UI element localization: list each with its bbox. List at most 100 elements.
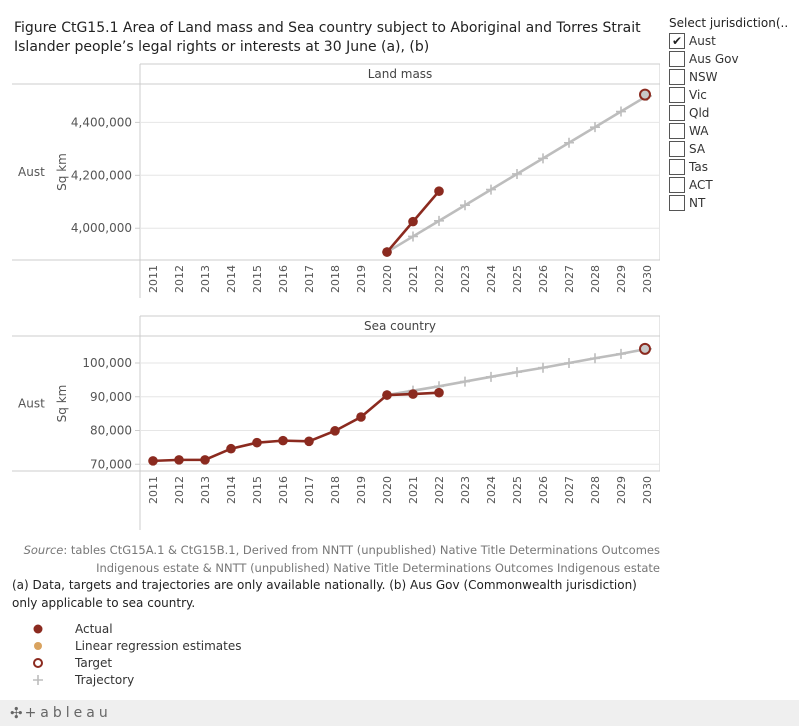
x-tick-label: 2014 — [225, 476, 238, 504]
filter-option-label: Aus Gov — [689, 52, 739, 66]
legend-label: Linear regression estimates — [75, 638, 242, 653]
x-tick-label: 2016 — [277, 265, 290, 293]
x-tick-label: 2027 — [563, 265, 576, 293]
x-tick-label: 2028 — [589, 476, 602, 504]
chart-panel-0: Land mass Aust Sq km 4,000,000 4,200,000 4,40… — [12, 63, 660, 298]
filter-option-label: Qld — [689, 106, 710, 120]
regression-marker-icon — [30, 638, 46, 654]
trajectory-point — [512, 367, 522, 378]
y-tick-label: 4,200,000 — [71, 168, 132, 182]
actual-point — [330, 426, 340, 436]
tableau-logo[interactable]: ✣ +ableau — [10, 704, 112, 722]
x-tick-label: 2030 — [641, 265, 654, 293]
chart-title: Figure CtG15.1 Area of Land mass and Sea… — [14, 20, 641, 55]
source-text: : tables CtG15A.1 & CtG15B.1, Derived fr… — [63, 543, 660, 575]
y-tick-label: 70,000 — [90, 457, 132, 471]
filter-title: Select jurisdiction(.. — [669, 16, 789, 30]
x-tick-label: 2029 — [615, 476, 628, 504]
trajectory-point — [486, 371, 496, 382]
legend: Actual Linear regression estimates Target T… — [30, 620, 242, 688]
x-tick-label: 2025 — [511, 476, 524, 504]
filter-option-act[interactable]: ACT — [669, 176, 799, 194]
target-point — [639, 342, 651, 355]
checkbox-icon[interactable] — [669, 159, 685, 175]
x-tick-label: 2013 — [199, 265, 212, 293]
x-tick-label: 2022 — [433, 476, 446, 504]
y-axis-title: Sq km — [55, 153, 69, 191]
filter-option-sa[interactable]: SA — [669, 140, 799, 158]
trajectory-point — [512, 168, 522, 179]
x-tick-label: 2023 — [459, 476, 472, 504]
x-tick-label: 2021 — [407, 265, 420, 293]
y-tick-label: 4,000,000 — [71, 221, 132, 235]
footnote: (a) Data, targets and trajectories are o… — [12, 578, 637, 610]
filter-option-label: ACT — [689, 178, 713, 192]
chart-panel-1: Sea country Aust Sq km 70,000 80,000 90,000 10… — [12, 315, 660, 530]
filter-option-aus-gov[interactable]: Aus Gov — [669, 50, 799, 68]
filter-option-nt[interactable]: NT — [669, 194, 799, 212]
row-label: Aust — [18, 165, 45, 179]
x-tick-label: 2015 — [251, 265, 264, 293]
checkbox-icon[interactable] — [669, 195, 685, 211]
filter-option-label: NSW — [689, 70, 718, 84]
checkbox-icon[interactable] — [669, 69, 685, 85]
filter-option-nsw[interactable]: NSW — [669, 68, 799, 86]
x-tick-label: 2020 — [381, 476, 394, 504]
legend-item-regression: Linear regression estimates — [30, 637, 242, 654]
filter-option-label: SA — [689, 142, 706, 156]
filter-option-label: NT — [689, 196, 706, 210]
actual-point — [200, 455, 210, 465]
tableau-logo-text: +ableau — [24, 705, 112, 721]
checkbox-checked-icon[interactable]: ✔ — [669, 33, 685, 49]
y-tick-label: 80,000 — [90, 424, 132, 438]
x-tick-label: 2024 — [485, 476, 498, 504]
x-tick-label: 2012 — [173, 476, 186, 504]
x-tick-label: 2024 — [485, 265, 498, 293]
actual-point — [408, 389, 418, 399]
x-tick-label: 2017 — [303, 265, 316, 293]
tableau-logo-icon: ✣ — [10, 704, 23, 722]
checkbox-icon[interactable] — [669, 51, 685, 67]
filter-option-vic[interactable]: Vic — [669, 86, 799, 104]
trajectory-point — [564, 137, 574, 148]
source-note: Source: tables CtG15A.1 & CtG15B.1, Deri… — [12, 541, 660, 577]
actual-point — [434, 387, 444, 398]
x-tick-label: 2026 — [537, 265, 550, 293]
actual-point — [382, 247, 392, 257]
actual-point — [174, 455, 184, 465]
trajectory-point — [434, 215, 444, 226]
trajectory-point — [460, 376, 470, 387]
trajectory-point — [616, 106, 626, 117]
actual-point — [382, 390, 392, 400]
trajectory-point — [486, 184, 496, 195]
x-tick-label: 2023 — [459, 265, 472, 293]
x-tick-label: 2027 — [563, 476, 576, 504]
filter-option-aust[interactable]: ✔ Aust — [669, 32, 799, 50]
legend-label: Target — [75, 655, 113, 670]
row-label: Aust — [18, 397, 45, 411]
actual-point — [434, 186, 444, 196]
x-tick-label: 2018 — [329, 265, 342, 293]
panel-title: Sea country — [364, 319, 436, 333]
target-marker-icon — [30, 655, 46, 671]
trajectory-point — [590, 122, 600, 133]
trajectory-marker-icon — [30, 672, 46, 688]
actual-marker-icon — [30, 621, 46, 637]
checkbox-icon[interactable] — [669, 87, 685, 103]
checkbox-icon[interactable] — [669, 123, 685, 139]
filter-option-tas[interactable]: Tas — [669, 158, 799, 176]
y-tick-label: 90,000 — [90, 390, 132, 404]
filter-option-label: Vic — [689, 88, 707, 102]
jurisdiction-filter[interactable]: Select jurisdiction(.. ✔ Aust Aus Gov NSW Vi… — [669, 14, 799, 212]
checkbox-icon[interactable] — [669, 105, 685, 121]
checkbox-icon[interactable] — [669, 141, 685, 157]
filter-list: ✔ Aust Aus Gov NSW Vic Qld WA SA Tas ACT NT — [669, 32, 799, 212]
x-tick-label: 2012 — [173, 265, 186, 293]
x-tick-label: 2011 — [147, 476, 160, 504]
target-point — [639, 88, 651, 101]
filter-option-qld[interactable]: Qld — [669, 104, 799, 122]
checkbox-icon[interactable] — [669, 177, 685, 193]
filter-option-wa[interactable]: WA — [669, 122, 799, 140]
x-tick-label: 2030 — [641, 476, 654, 504]
x-tick-label: 2019 — [355, 265, 368, 293]
